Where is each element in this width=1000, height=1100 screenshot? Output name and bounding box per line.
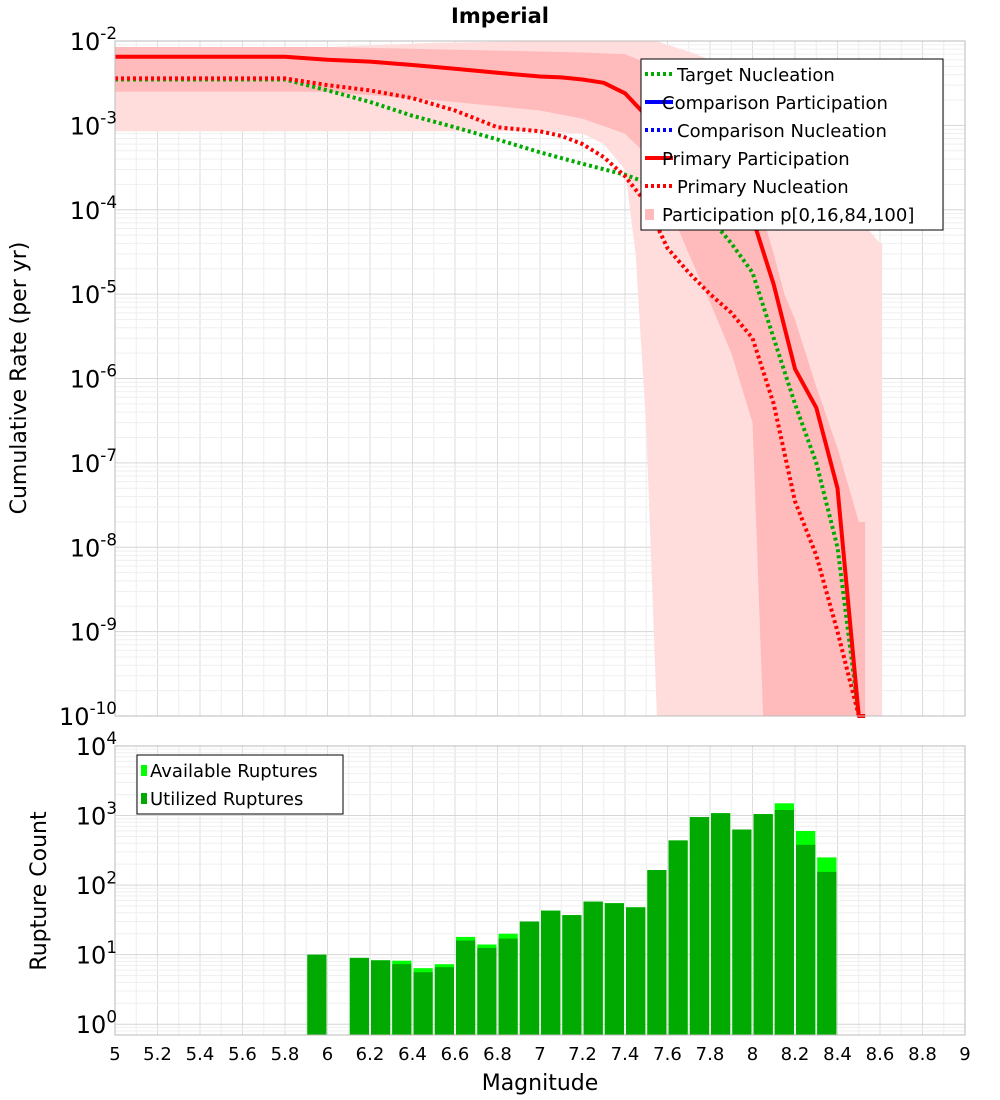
legend-label: Utilized Ruptures <box>150 789 303 810</box>
x-tick-label: 6.2 <box>356 1044 385 1065</box>
legend-label: Comparison Participation <box>662 93 888 114</box>
x-tick-label: 6 <box>322 1044 333 1065</box>
top-plot-frame <box>114 40 966 717</box>
y-tick-label: 104 <box>76 728 117 761</box>
bar-utilized <box>774 810 794 1035</box>
x-tick-labels: 5 5.2 5.4 5.6 5.8 6 6.2 6.4 6.6 6.8 7 7.2 7.4 7.6 7.8 8… <box>109 1044 970 1065</box>
legend-swatch <box>141 765 147 776</box>
legend-swatch <box>141 793 147 804</box>
y-tick-label: 10-7 <box>70 445 117 478</box>
legend-label: Primary Participation <box>662 149 850 170</box>
bar-utilized <box>562 915 582 1035</box>
legend-box <box>136 754 344 815</box>
bottom-y-tick-labels: 100 101 102 103 104 <box>76 728 117 1039</box>
bar-utilized <box>583 901 603 1035</box>
bar-utilized <box>519 921 540 1035</box>
bottom-plot-frame <box>114 745 966 1036</box>
bar-utilized <box>413 972 433 1035</box>
y-tick-label: 10-4 <box>70 192 117 225</box>
x-axis-label: Magnitude <box>482 1071 599 1096</box>
bar-utilized <box>349 957 369 1035</box>
top-legend: Target Nucleation Comparison Participatio… <box>640 58 944 231</box>
y-tick-label: 101 <box>76 937 117 970</box>
y-tick-label: 10-3 <box>70 108 117 141</box>
bar-utilized <box>498 938 518 1035</box>
x-tick-label: 5 <box>109 1044 120 1065</box>
y-tick-label: 103 <box>76 798 117 831</box>
bar-utilized <box>604 903 624 1035</box>
x-tick-label: 6.6 <box>441 1044 470 1065</box>
y-tick-label: 10-8 <box>70 529 117 562</box>
x-tick-label: 6.8 <box>483 1044 512 1065</box>
top-y-tick-labels: 10-10 10-9 10-8 10-7 10-6 10-5 10-4 10-3 10-2 <box>59 23 117 731</box>
y-tick-label: 10-9 <box>70 614 117 647</box>
x-tick-label: 5.4 <box>186 1044 215 1065</box>
series-primary-participation <box>115 54 866 718</box>
x-tick-label: 8.8 <box>908 1044 937 1065</box>
x-tick-label: 8.2 <box>781 1044 810 1065</box>
legend-label: Available Ruptures <box>150 761 318 782</box>
bar-utilized <box>307 954 327 1035</box>
bar-utilized <box>668 840 688 1035</box>
bar-utilized <box>626 907 646 1035</box>
legend-label: Participation p[0,16,84,100] <box>662 205 914 226</box>
x-tick-label: 5.2 <box>143 1044 172 1065</box>
x-tick-label: 7.8 <box>696 1044 725 1065</box>
bar-utilized <box>371 960 391 1035</box>
y-tick-label: 102 <box>76 867 117 900</box>
rate-curves <box>115 54 866 718</box>
rupture-count-bars <box>307 803 837 1035</box>
x-tick-label: 7 <box>534 1044 545 1065</box>
y-tick-label: 10-10 <box>59 698 117 731</box>
x-tick-label: 8 <box>747 1044 758 1065</box>
bar-utilized <box>817 871 837 1035</box>
bar-utilized <box>732 829 752 1035</box>
bar-utilized <box>456 940 476 1035</box>
top-y-axis-label: Cumulative Rate (per yr) <box>7 242 32 515</box>
x-tick-label: 7.2 <box>568 1044 597 1065</box>
bottom-y-axis-label: Rupture Count <box>27 811 52 971</box>
x-tick-label: 9 <box>959 1044 970 1065</box>
y-tick-label: 10-2 <box>70 23 117 56</box>
y-tick-label: 10-6 <box>70 361 117 394</box>
chart-title: Imperial <box>451 4 549 28</box>
legend-label: Comparison Nucleation <box>677 121 887 142</box>
x-tick-label: 7.4 <box>611 1044 640 1065</box>
x-tick-label: 8.6 <box>866 1044 895 1065</box>
bar-utilized <box>647 870 667 1035</box>
bar-utilized <box>477 947 497 1035</box>
bar-utilized <box>392 964 412 1035</box>
series-target-nucleation <box>115 77 866 718</box>
bar-utilized <box>541 910 561 1035</box>
x-tick-label: 6.4 <box>398 1044 427 1065</box>
legend-box <box>640 58 944 231</box>
bar-utilized <box>753 814 773 1035</box>
bar-utilized <box>434 967 454 1035</box>
x-tick-label: 5.6 <box>228 1044 257 1065</box>
bar-utilized <box>796 844 816 1035</box>
legend-label: Target Nucleation <box>676 65 835 86</box>
legend-swatch <box>645 209 654 220</box>
x-tick-label: 7.6 <box>653 1044 682 1065</box>
bar-utilized <box>689 817 710 1035</box>
bottom-legend: Available Ruptures Utilized Ruptures <box>136 754 344 815</box>
y-tick-label: 100 <box>76 1006 117 1039</box>
y-tick-label: 10-5 <box>70 276 117 309</box>
bar-utilized <box>711 813 731 1035</box>
x-tick-label: 8.4 <box>823 1044 852 1065</box>
series-primary-nucleation <box>115 76 866 718</box>
x-tick-label: 5.8 <box>271 1044 300 1065</box>
legend-label: Primary Nucleation <box>677 177 849 198</box>
